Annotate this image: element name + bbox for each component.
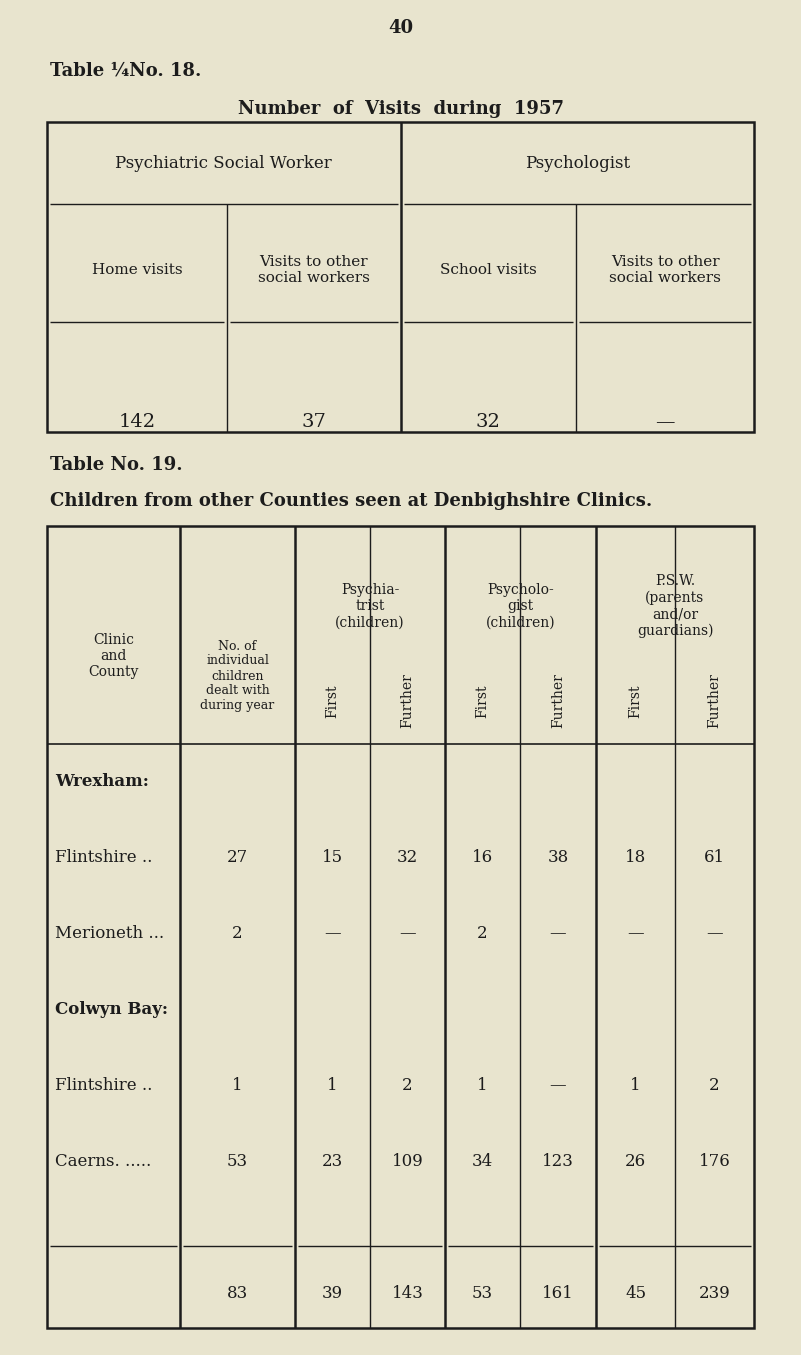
Text: —: —	[549, 1077, 566, 1095]
Text: Flintshire ..: Flintshire ..	[55, 1077, 152, 1095]
Text: School visits: School visits	[440, 263, 537, 276]
Text: Number  of  Visits  during  1957: Number of Visits during 1957	[238, 100, 563, 118]
Text: 61: 61	[704, 850, 725, 866]
Text: 2: 2	[477, 925, 488, 943]
Text: Visits to other
social workers: Visits to other social workers	[609, 255, 721, 285]
Text: 38: 38	[547, 850, 569, 866]
Text: 53: 53	[227, 1153, 248, 1171]
Text: 34: 34	[472, 1153, 493, 1171]
Text: 143: 143	[392, 1286, 424, 1302]
Text: 109: 109	[392, 1153, 424, 1171]
Text: Table ¼No. 18.: Table ¼No. 18.	[50, 62, 201, 80]
Text: 123: 123	[542, 1153, 574, 1171]
Text: 1: 1	[630, 1077, 641, 1095]
Text: No. of
individual
children
dealt with
during year: No. of individual children dealt with du…	[200, 640, 275, 713]
Text: 37: 37	[301, 413, 326, 431]
Text: P.S.W.
(parents
and/or
guardians): P.S.W. (parents and/or guardians)	[637, 575, 713, 638]
Text: 83: 83	[227, 1286, 248, 1302]
Text: First: First	[476, 684, 489, 718]
Text: Visits to other
social workers: Visits to other social workers	[258, 255, 370, 285]
Text: Flintshire ..: Flintshire ..	[55, 850, 152, 866]
Text: 39: 39	[322, 1286, 343, 1302]
Text: 45: 45	[625, 1286, 646, 1302]
Text: 32: 32	[396, 850, 418, 866]
Text: 18: 18	[625, 850, 646, 866]
Text: 15: 15	[322, 850, 343, 866]
Text: 23: 23	[322, 1153, 343, 1171]
Text: —: —	[549, 925, 566, 943]
Bar	[47, 122, 754, 432]
Text: Children from other Counties seen at Denbighshire Clinics.: Children from other Counties seen at Den…	[50, 492, 652, 509]
Text: —: —	[655, 413, 674, 431]
Text: 2: 2	[709, 1077, 720, 1095]
Text: 27: 27	[227, 850, 248, 866]
Text: 1: 1	[477, 1077, 488, 1095]
Text: 176: 176	[698, 1153, 731, 1171]
Text: 32: 32	[476, 413, 501, 431]
Text: —: —	[324, 925, 340, 943]
Text: —: —	[399, 925, 416, 943]
Text: Merioneth ...: Merioneth ...	[55, 925, 164, 943]
Text: Home visits: Home visits	[91, 263, 183, 276]
Text: 53: 53	[472, 1286, 493, 1302]
Text: First: First	[325, 684, 340, 718]
Text: 1: 1	[232, 1077, 243, 1095]
Text: Psychia-
trist
(children): Psychia- trist (children)	[335, 583, 405, 629]
Text: 1: 1	[327, 1077, 338, 1095]
Text: —: —	[627, 925, 644, 943]
Text: Further: Further	[551, 673, 565, 729]
Text: Clinic
and
County: Clinic and County	[88, 633, 139, 679]
Bar	[47, 526, 754, 1328]
Text: 2: 2	[232, 925, 243, 943]
Text: First: First	[629, 684, 642, 718]
Text: —: —	[706, 925, 723, 943]
Text: 16: 16	[472, 850, 493, 866]
Text: Wrexham:: Wrexham:	[55, 774, 149, 790]
Text: Colwyn Bay:: Colwyn Bay:	[55, 1001, 168, 1019]
Text: Further: Further	[707, 673, 722, 729]
Text: Further: Further	[400, 673, 414, 729]
Text: Psycholo-
gist
(children): Psycholo- gist (children)	[485, 583, 555, 629]
Text: Psychiatric Social Worker: Psychiatric Social Worker	[115, 156, 332, 172]
Text: Caerns. .....: Caerns. .....	[55, 1153, 151, 1171]
Text: Table No. 19.: Table No. 19.	[50, 457, 183, 474]
Text: 26: 26	[625, 1153, 646, 1171]
Text: 40: 40	[388, 19, 413, 37]
Text: Psychologist: Psychologist	[525, 156, 630, 172]
Text: 2: 2	[402, 1077, 413, 1095]
Text: 142: 142	[119, 413, 155, 431]
Text: 161: 161	[542, 1286, 574, 1302]
Text: 239: 239	[698, 1286, 731, 1302]
